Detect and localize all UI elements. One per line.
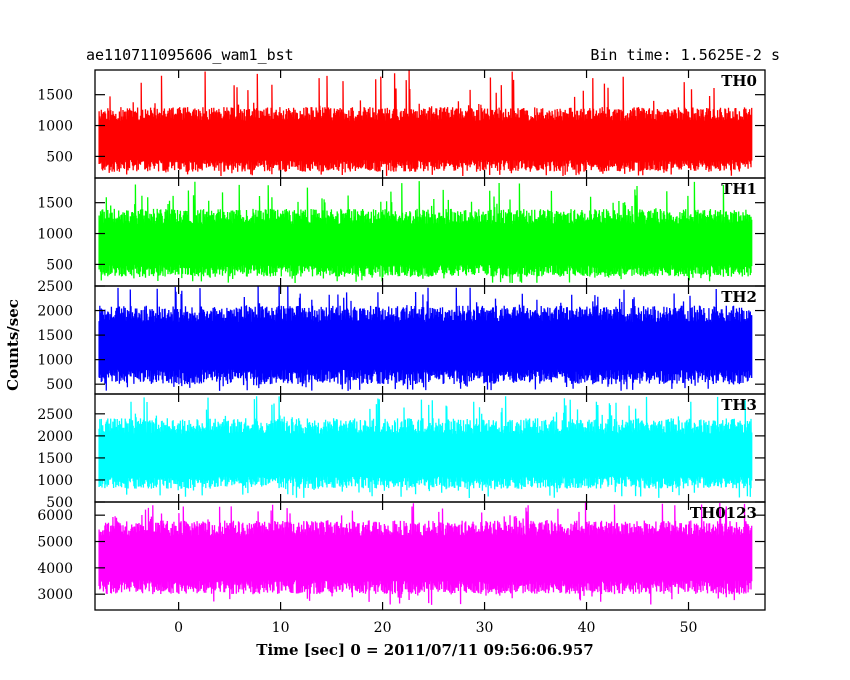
y-tick-label: 2500 [37,407,73,423]
y-tick-label: 1500 [37,88,73,104]
bin-time-label: Bin time: 1.5625E-2 s [590,46,780,64]
x-axis-label: Time [sec] 0 = 2011/07/11 09:56:06.957 [256,641,593,659]
x-tick-label: 30 [476,620,494,636]
x-tick-label: 0 [174,620,183,636]
y-tick-label: 1000 [37,473,73,489]
series-line-th1 [98,181,753,284]
y-tick-label: 6000 [37,508,73,524]
chart-title: ae110711095606_wam1_bst [86,46,294,64]
y-tick-label: 500 [46,149,73,165]
x-tick-label: 40 [578,620,596,636]
series-line-th0 [98,70,753,177]
x-tick-label: 50 [680,620,698,636]
panel-label-th0123: TH0123 [690,504,757,522]
y-tick-label: 2500 [37,279,73,295]
y-tick-label: 1000 [37,119,73,135]
y-tick-label: 1000 [37,227,73,243]
y-tick-label: 1500 [37,328,73,344]
series-line-th0123 [98,502,753,605]
panel-label-th0: TH0 [721,72,757,90]
y-tick-label: 1500 [37,451,73,467]
y-tick-label: 500 [46,495,73,511]
y-axis-label: Counts/sec [4,299,22,391]
y-tick-label: 5000 [37,535,73,551]
series-line-th3 [98,396,753,499]
panels-group: 50010001500TH050010001500TH1500100015002… [37,69,766,636]
y-tick-label: 2000 [37,429,73,445]
x-tick-label: 20 [374,620,392,636]
x-tick-label: 10 [272,620,290,636]
y-tick-label: 1500 [37,196,73,212]
series-line-th2 [98,286,753,391]
panel-label-th2: TH2 [721,288,757,306]
y-tick-label: 1000 [37,353,73,369]
y-tick-label: 2000 [37,304,73,320]
panel-frame-th0123 [94,501,766,611]
panel-label-th1: TH1 [721,180,757,198]
y-tick-label: 500 [46,377,73,393]
panel-label-th3: TH3 [721,396,757,414]
y-tick-label: 4000 [37,561,73,577]
y-tick-label: 3000 [37,587,73,603]
y-tick-label: 500 [46,257,73,273]
